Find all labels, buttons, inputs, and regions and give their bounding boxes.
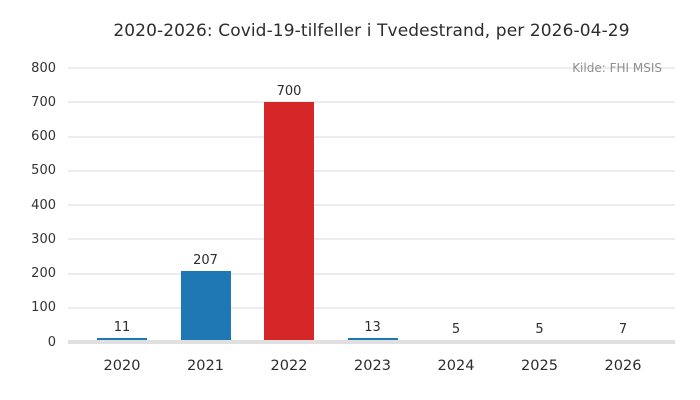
gridline — [68, 238, 675, 241]
x-tick-label-2025: 2025 — [521, 358, 558, 374]
gridline — [68, 101, 675, 104]
y-tick-label: 500 — [31, 163, 56, 179]
bar-2023 — [347, 337, 398, 342]
y-tick-label: 700 — [31, 94, 56, 110]
y-tick-label: 800 — [31, 60, 56, 76]
gridline — [68, 135, 675, 138]
bar-value-label: 207 — [193, 253, 218, 269]
y-tick-label: 300 — [31, 231, 56, 247]
x-tick-label-2021: 2021 — [187, 358, 224, 374]
y-tick-label: 100 — [31, 300, 56, 316]
x-tick-label-2022: 2022 — [270, 358, 308, 374]
bar-value-label: 11 — [113, 320, 131, 336]
bar-value-label: 13 — [364, 319, 381, 335]
x-tick-label-2026: 2026 — [604, 358, 642, 374]
source-note: Kilde: FHI MSIS — [572, 61, 662, 75]
y-tick-label: 600 — [31, 129, 56, 144]
x-tick-label-2024: 2024 — [437, 358, 475, 374]
y-tick-label: 200 — [31, 266, 56, 281]
x-tick-label-2020: 2020 — [103, 358, 141, 374]
gridline — [68, 169, 675, 172]
y-tick-label: 400 — [31, 197, 56, 213]
x-axis-line — [68, 340, 675, 344]
bar-value-label: 5 — [535, 322, 544, 338]
gridline — [68, 67, 675, 69]
bar-value-label: 7 — [618, 321, 628, 337]
gridline — [68, 204, 675, 206]
bar-2021 — [180, 271, 231, 342]
bar-value-label: 5 — [451, 322, 461, 338]
bar-2022 — [264, 102, 314, 342]
y-tick-label: 0 — [47, 334, 56, 350]
gridline — [68, 306, 675, 309]
x-tick-label-2023: 2023 — [354, 358, 391, 374]
chart-title: 2020-2026: Covid-19-tilfeller i Tvedestr… — [113, 21, 630, 41]
bar-value-label: 700 — [276, 84, 302, 100]
gridline — [68, 272, 675, 275]
